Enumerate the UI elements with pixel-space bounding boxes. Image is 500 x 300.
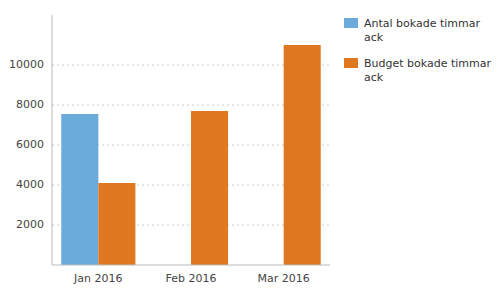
bar — [191, 111, 228, 265]
x-axis-line — [52, 265, 330, 266]
y-tick-label: 2000 — [16, 218, 44, 231]
y-tick-label: 4000 — [16, 178, 44, 191]
chart: 2000 4000 6000 8000 10000 Jan 2016 Feb 2016 Mar… — [0, 0, 500, 300]
x-tick-label: Mar 2016 — [258, 272, 310, 285]
legend: Antal bokade timmarack Budget bokade timm… — [344, 17, 491, 84]
chart-container: 2000 4000 6000 8000 10000 Jan 2016 Feb 2016 Mar… — [0, 0, 500, 300]
x-tick-label: Jan 2016 — [73, 272, 122, 285]
x-tick-label: Feb 2016 — [166, 272, 217, 285]
bar — [98, 183, 135, 265]
y-tick-label: 10000 — [9, 58, 44, 71]
y-axis: 2000 4000 6000 8000 10000 — [9, 15, 52, 265]
y-tick-label: 8000 — [16, 98, 44, 111]
bars — [61, 45, 320, 265]
legend-label: Budget bokade timmarack — [364, 57, 491, 84]
bar — [284, 45, 321, 265]
legend-swatch — [344, 58, 358, 68]
legend-swatch — [344, 18, 358, 28]
y-axis-line — [52, 15, 53, 265]
legend-label: Antal bokade timmarack — [364, 17, 481, 44]
y-tick-label: 6000 — [16, 138, 44, 151]
x-axis: Jan 2016 Feb 2016 Mar 2016 — [52, 265, 330, 285]
bar — [61, 114, 98, 265]
